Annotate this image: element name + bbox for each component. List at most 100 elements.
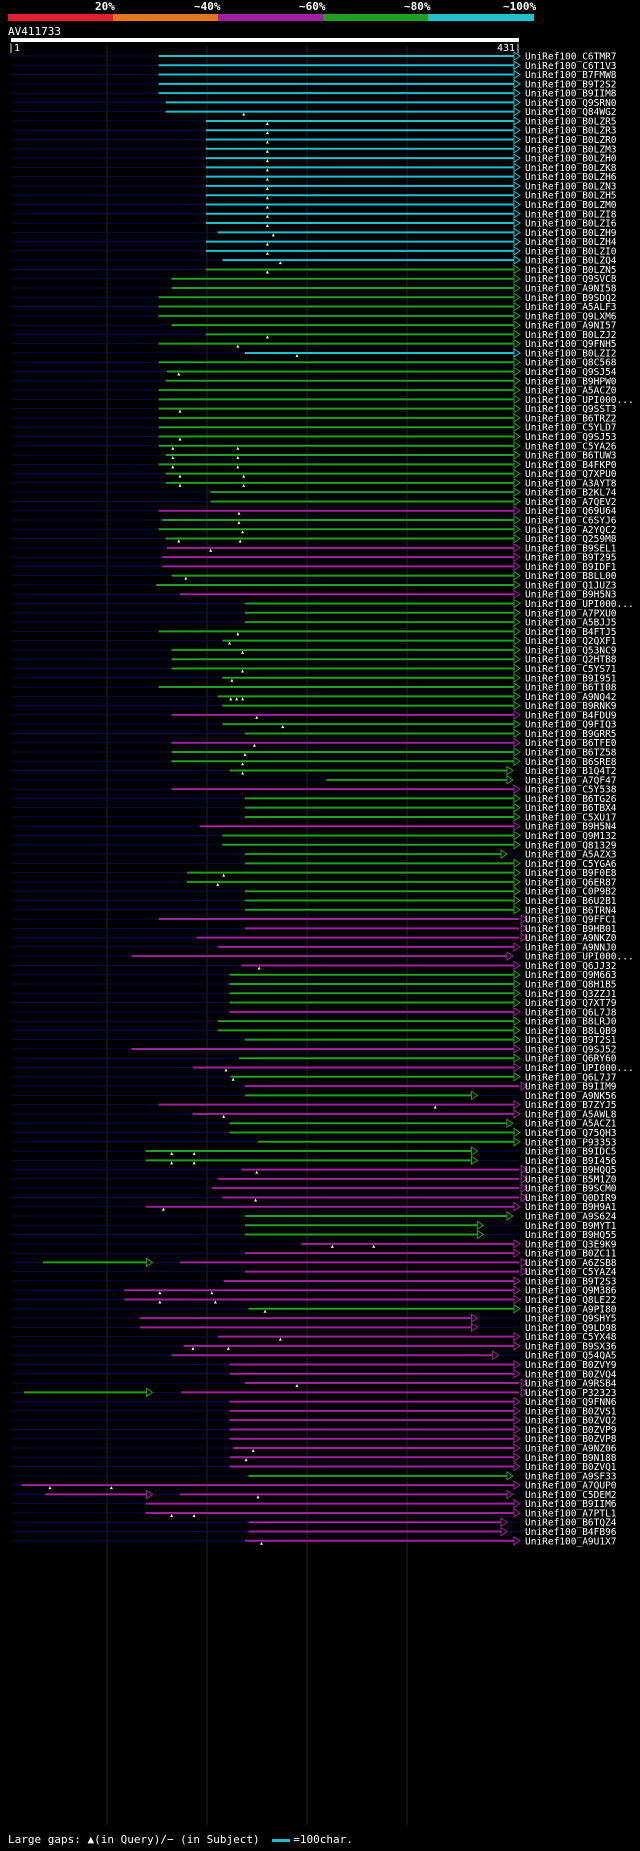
hit-label: UniRef100_A5ACZ1 xyxy=(525,1119,617,1130)
hit-label: UniRef100_Q81329 xyxy=(525,840,617,851)
hit-label: UniRef100_B4FKP0 xyxy=(525,460,617,471)
hit-arrow xyxy=(513,1331,521,1342)
hit-arrow xyxy=(513,459,521,470)
query-gap-marker xyxy=(251,1449,255,1452)
query-gap-marker xyxy=(254,1198,258,1202)
hit-arrow xyxy=(513,1285,521,1296)
hit-label: UniRef100_A9S624 xyxy=(525,1212,617,1223)
query-gap-marker xyxy=(243,753,247,756)
hit-arrow xyxy=(513,812,521,822)
hit-arrow xyxy=(513,1405,521,1416)
query-gap-marker xyxy=(242,112,246,116)
hit-arrow xyxy=(520,932,528,943)
hit-arrow xyxy=(513,412,521,423)
hit-label: UniRef100_B0LZN3 xyxy=(525,181,617,192)
hit-label: UniRef100_B9T2S1 xyxy=(525,1035,617,1046)
hit-label: UniRef100_Q9SJ53 xyxy=(525,432,617,443)
query-gap-marker xyxy=(263,1309,267,1313)
query-gap-marker xyxy=(255,715,259,719)
hit-arrow xyxy=(513,988,521,999)
hit-arrow xyxy=(513,542,521,553)
hit-label: UniRef100_C6TMR7 xyxy=(525,52,617,63)
hit-arrow xyxy=(520,1164,528,1175)
query-gap-marker xyxy=(265,214,269,218)
hit-label: UniRef100_Q6L7J8 xyxy=(525,1007,617,1018)
hit-arrow xyxy=(513,1415,521,1426)
query-gap-marker xyxy=(259,1541,263,1545)
hit-arrow xyxy=(506,1211,514,1221)
hit-arrow xyxy=(520,1378,528,1388)
hit-label: UniRef100_B0LZM3 xyxy=(525,144,617,155)
hit-arrow xyxy=(513,654,521,665)
query-gap-marker xyxy=(241,530,245,534)
query-gap-marker xyxy=(210,1291,214,1295)
hit-arrow xyxy=(513,403,521,414)
hit-arrow xyxy=(513,969,521,980)
hit-arrow xyxy=(513,644,521,655)
query-start-label: |1 xyxy=(8,43,21,54)
hit-label: UniRef100_B7FMW8 xyxy=(525,70,617,81)
hit-label: UniRef100_B9HQQ5 xyxy=(525,1165,617,1176)
hit-label: UniRef100_B0LZI8 xyxy=(525,209,617,220)
hit-label: UniRef100_B9SDQ2 xyxy=(525,293,617,304)
hit-arrow xyxy=(513,1127,521,1138)
hit-label: UniRef100_Q84WG2 xyxy=(525,107,617,118)
hit-arrow xyxy=(513,1535,521,1546)
hit-arrow xyxy=(513,1452,521,1463)
query-gap-marker xyxy=(265,251,269,255)
query-gap-marker xyxy=(265,242,269,246)
query-gap-marker xyxy=(229,697,233,701)
hit-arrow xyxy=(513,1294,521,1305)
hit-label: UniRef100_B0LZN5 xyxy=(525,265,617,276)
query-gap-marker xyxy=(171,446,175,450)
hit-label: UniRef100_B6TBX4 xyxy=(525,803,617,814)
hit-arrow xyxy=(513,422,521,433)
hit-label: UniRef100_Q69U64 xyxy=(525,506,617,517)
query-gap-marker xyxy=(241,697,245,701)
hit-label: UniRef100_A7PTL1 xyxy=(525,1508,617,1519)
hit-label: UniRef100_C5Y538 xyxy=(525,785,617,796)
hit-label: UniRef100_Q0DIR9 xyxy=(525,1193,617,1204)
hit-label: UniRef100_A6ZSB8 xyxy=(525,1258,617,1269)
hit-arrow xyxy=(513,904,521,915)
query-gap-marker xyxy=(224,1068,228,1072)
query-gap-marker xyxy=(265,335,269,339)
hit-arrow xyxy=(513,78,521,89)
hit-arrow xyxy=(513,180,521,191)
query-gap-marker xyxy=(236,465,240,469)
hit-arrow xyxy=(513,143,521,154)
hit-label: UniRef100_A9NI57 xyxy=(525,321,617,332)
query-gap-marker xyxy=(170,1161,174,1165)
query-gap-marker xyxy=(265,159,269,163)
query-end-label: 431| xyxy=(497,43,522,54)
hit-label: UniRef100_Q9M386 xyxy=(525,1286,617,1297)
hit-label: UniRef100_A9NI58 xyxy=(525,284,617,295)
hit-arrow xyxy=(513,51,521,61)
hit-arrow xyxy=(476,1220,485,1231)
scale-label-100: ~100% xyxy=(503,0,537,13)
hit-label: UniRef100_A9RSB4 xyxy=(525,1379,617,1390)
hit-label: UniRef100_B8LL00 xyxy=(525,571,617,582)
hit-label: UniRef100_Q9M663 xyxy=(525,970,617,981)
hit-label: UniRef100_P32323 xyxy=(525,1388,617,1399)
hit-arrow xyxy=(513,236,521,247)
query-gap-marker xyxy=(191,1346,195,1350)
hit-label: UniRef100_UPI000... xyxy=(525,1063,634,1074)
scale-label-40: ~40% xyxy=(194,0,221,13)
hit-label: UniRef100_A9NKZ0 xyxy=(525,933,617,944)
hit-arrow xyxy=(476,1229,485,1240)
hit-arrow xyxy=(513,468,521,479)
query-gap-marker xyxy=(241,669,245,673)
query-gap-marker xyxy=(171,456,175,460)
query-gap-marker xyxy=(244,1458,248,1462)
legend-scale-text: =100char. xyxy=(293,1833,353,1846)
hit-label: UniRef100_B9HPW0 xyxy=(525,376,617,387)
query-gap-marker xyxy=(265,270,269,274)
hit-label: UniRef100_B0ZVQ1 xyxy=(525,1462,617,1473)
hit-arrow xyxy=(513,97,521,108)
query-gap-marker xyxy=(236,446,240,450)
query-gap-marker xyxy=(192,1152,196,1156)
hit-label: UniRef100_B0LZM0 xyxy=(525,200,617,211)
hit-label: UniRef100_B6U2B1 xyxy=(525,896,617,907)
hit-label: UniRef100_B0LZI2 xyxy=(525,348,617,359)
